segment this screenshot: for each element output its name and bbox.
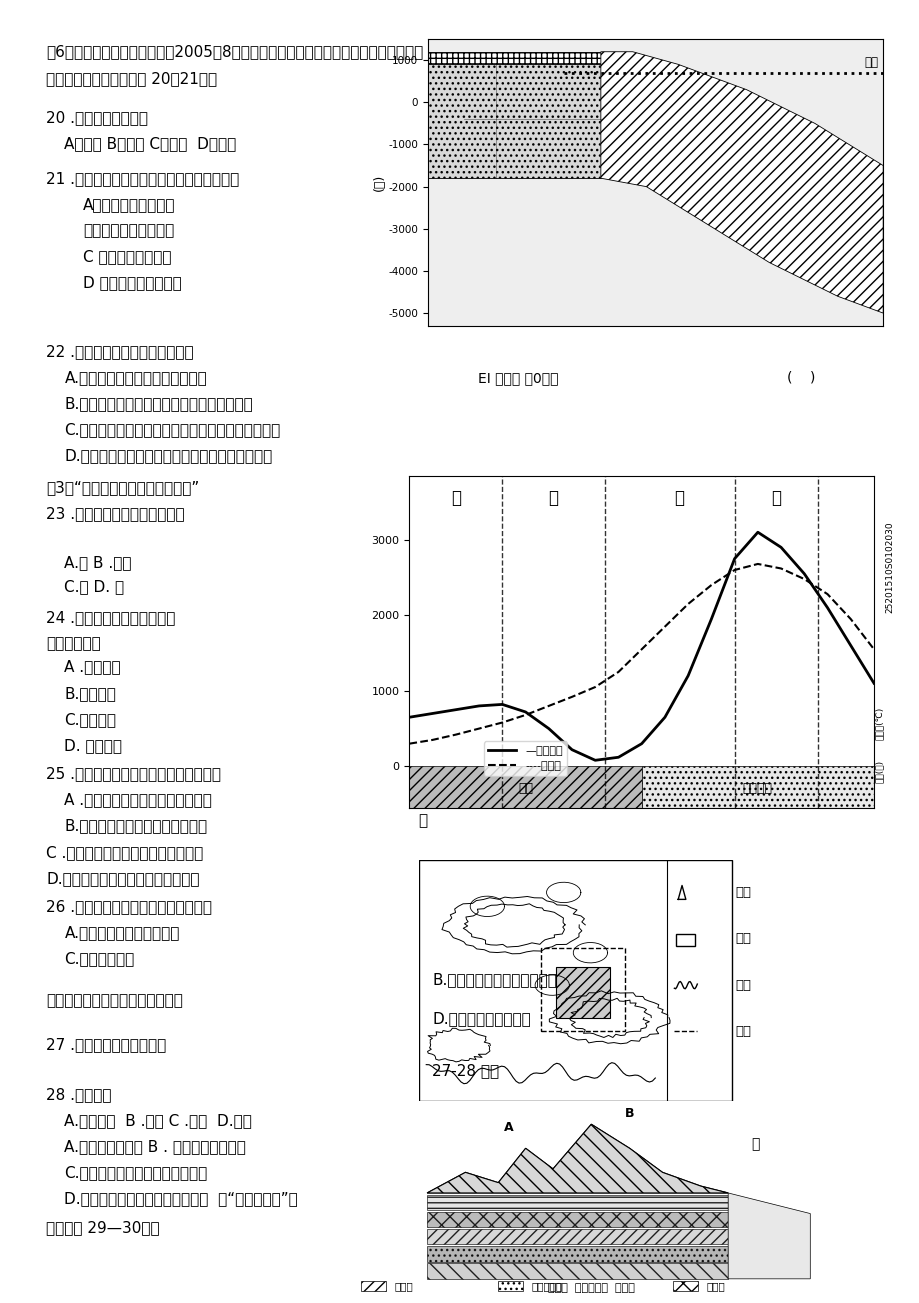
Text: 分析回答 29—30题。: 分析回答 29—30题。 <box>46 1220 160 1235</box>
Text: C.纯属人文景观，与季风风向有关: C.纯属人文景观，与季风风向有关 <box>64 1165 208 1181</box>
Polygon shape <box>426 1124 728 1194</box>
Text: 小路: 小路 <box>734 1025 750 1038</box>
Text: A .岩石风化程度与年均温呼正相关: A .岩石风化程度与年均温呼正相关 <box>64 792 212 808</box>
Text: A .高温少雨: A .高温少雨 <box>64 659 121 675</box>
Bar <box>426 1246 728 1261</box>
Polygon shape <box>427 52 600 64</box>
Text: (    ): ( ) <box>786 371 814 384</box>
Bar <box>426 1229 728 1244</box>
Text: 图3是“岩石风化与气候关系示意图”: 图3是“岩石风化与气候关系示意图” <box>46 480 199 495</box>
Text: D.沉积岩中的矿物定向排列，使岩石具有片理构造: D.沉积岩中的矿物定向排列，使岩石具有片理构造 <box>64 448 272 464</box>
Text: 石史料更好: 石史料更好 <box>530 1281 562 1291</box>
Text: C 建城市污水处理厂: C 建城市污水处理厂 <box>83 249 171 265</box>
Text: A: A <box>504 1121 514 1134</box>
Text: A扩大耕地的后备资源: A扩大耕地的后备资源 <box>83 197 176 212</box>
Text: 20 .该湖的地质构造是: 20 .该湖的地质构造是 <box>46 109 148 125</box>
Polygon shape <box>641 766 873 808</box>
Text: A.山间洼地  B .山顶 C .山脊  D.鞍部: A.山间洼地 B .山顶 C .山脊 D.鞍部 <box>64 1113 252 1128</box>
Text: C.低温多雨: C.低温多雨 <box>64 711 117 727</box>
Text: 23 .化学风化最强烈的地区是：: 23 .化学风化最强烈的地区是： <box>46 506 185 521</box>
Text: 例砂岩  石史料更好  花岗岩: 例砂岩 石史料更好 花岗岩 <box>548 1282 634 1293</box>
Bar <box>498 1281 522 1291</box>
Polygon shape <box>600 52 882 313</box>
Text: C.地表千沟万壑: C.地表千沟万壑 <box>64 951 134 967</box>
Text: 25 .岩石风化程度与气温、降水量的关系: 25 .岩石风化程度与气温、降水量的关系 <box>46 766 221 782</box>
Bar <box>426 1195 728 1210</box>
Legend: —年降水量, ----年均温: —年降水量, ----年均温 <box>483 741 566 775</box>
Text: D 城市扩建的备用土地: D 城市扩建的备用土地 <box>83 275 181 291</box>
Text: A.与流水侵蚀有关 B . 与沙丘的成因一致: A.与流水侵蚀有关 B . 与沙丘的成因一致 <box>64 1139 246 1154</box>
Bar <box>555 967 609 1018</box>
Polygon shape <box>728 1194 810 1278</box>
Text: 27 .村庄所处的局部地形是: 27 .村庄所处的局部地形是 <box>46 1037 166 1053</box>
Text: 溪流: 溪流 <box>734 979 750 992</box>
Bar <box>426 1212 728 1227</box>
Text: 丙: 丙 <box>673 489 683 507</box>
Text: 图6为某湖区地质构造示意图。2005年8月，中俄科学家对该湖及其周边地区进行了综合: 图6为某湖区地质构造示意图。2005年8月，中俄科学家对该湖及其周边地区进行了综… <box>46 44 423 60</box>
Text: A.常含有化石是沉积岩的一大特征: A.常含有化石是沉积岩的一大特征 <box>64 370 207 386</box>
Text: B.高温多雨: B.高温多雨 <box>64 685 116 701</box>
Text: 读右边某地土地利用示意图，回答: 读右边某地土地利用示意图，回答 <box>46 993 183 1009</box>
Text: 28 .梯田形状: 28 .梯田形状 <box>46 1087 111 1102</box>
Polygon shape <box>427 52 600 179</box>
Text: 甲: 甲 <box>450 489 460 507</box>
Text: 花岗岩: 花岗岩 <box>706 1281 724 1291</box>
Bar <box>426 1264 728 1278</box>
Text: 基岩: 基岩 <box>517 783 532 795</box>
Bar <box>673 1281 698 1291</box>
Text: 水面: 水面 <box>864 56 878 69</box>
Text: 风化岩石: 风化岩石 <box>742 783 772 795</box>
Text: 是: 是 <box>418 813 427 829</box>
Polygon shape <box>426 1124 728 1194</box>
Text: 甲: 甲 <box>751 1138 759 1152</box>
Text: 例砂岩: 例砂岩 <box>394 1281 413 1291</box>
Text: 深度(米): 深度(米) <box>874 760 883 783</box>
Text: B: B <box>624 1108 634 1121</box>
Text: 24 .化学风化最强烈地区的，: 24 .化学风化最强烈地区的， <box>46 610 176 625</box>
Text: 日调节当地气候和径流: 日调节当地气候和径流 <box>83 223 174 238</box>
Text: 气候特征是学: 气候特征是学 <box>46 636 101 652</box>
Bar <box>675 934 695 946</box>
Text: D.岩石风化程度与年降水量呼负相关: D.岩石风化程度与年降水量呼负相关 <box>46 870 199 886</box>
Text: A、背斜 B、向斜 C、襨皱  D、断层: A、背斜 B、向斜 C、襨皱 D、断层 <box>64 136 236 151</box>
Text: B.常见的沉积岩有砖岩、砂岩、页岩和花岗岩: B.常见的沉积岩有砖岩、砂岩、页岩和花岗岩 <box>64 396 253 412</box>
Text: 科学考察活动。读图回答 20～21题。: 科学考察活动。读图回答 20～21题。 <box>46 70 217 86</box>
Text: 21 .关于图示地区湿地作用的叙述，正确的是: 21 .关于图示地区湿地作用的叙述，正确的是 <box>46 171 239 186</box>
Text: 年均温(℃): 年均温(℃) <box>874 706 883 740</box>
Text: 乙: 乙 <box>548 489 558 507</box>
Text: 25201510S0102030: 25201510S0102030 <box>884 521 893 612</box>
Polygon shape <box>409 766 641 808</box>
Text: D. 低温少雨: D. 低温少雨 <box>64 737 122 753</box>
Bar <box>361 1281 386 1291</box>
Text: 26 .黄土高原黄土地貌的最主要特征是: 26 .黄土高原黄土地貌的最主要特征是 <box>46 899 211 915</box>
Text: D.纯属人工设施，与地形坡向有关  读“地质构造图”，: D.纯属人工设施，与地形坡向有关 读“地质构造图”， <box>64 1191 298 1207</box>
Text: 22 .关于沉积岩的叙述，正确的是: 22 .关于沉积岩的叙述，正确的是 <box>46 344 193 360</box>
Text: 27-28 题。: 27-28 题。 <box>432 1063 499 1079</box>
Text: A.地表多石林、地下多溶洞: A.地表多石林、地下多溶洞 <box>64 925 179 941</box>
Text: 丁: 丁 <box>771 489 780 507</box>
Text: B.岩石风化程度与年均温呼负相关: B.岩石风化程度与年均温呼负相关 <box>64 818 208 834</box>
Text: ，该图完成 23～24题。: ，该图完成 23～24题。 <box>418 528 525 541</box>
Text: EI 空瓶舞 囤0期物: EI 空瓶舞 囤0期物 <box>478 371 559 384</box>
Bar <box>540 949 624 1032</box>
Text: 梯田: 梯田 <box>734 932 750 945</box>
Text: B.地面波状起伏、相对高度不大: B.地面波状起伏、相对高度不大 <box>432 972 566 988</box>
Text: C.我国许多名山，如华山、黄山等都是由石灰岩构成: C.我国许多名山，如华山、黄山等都是由石灰岩构成 <box>64 422 280 438</box>
Text: C .岩石风化程度与年降水量呼正相关: C .岩石风化程度与年降水量呼正相关 <box>46 844 203 860</box>
Bar <box>418 860 731 1101</box>
Text: A.甲 B .乙，: A.甲 B .乙， <box>64 555 131 571</box>
Text: D.地表起伏平缓、坦荡: D.地表起伏平缓、坦荡 <box>432 1011 530 1027</box>
Text: C.丙 D. 丁: C.丙 D. 丁 <box>64 579 124 594</box>
Text: 村庄: 村庄 <box>734 886 750 899</box>
Y-axis label: (米): (米) <box>372 173 385 192</box>
